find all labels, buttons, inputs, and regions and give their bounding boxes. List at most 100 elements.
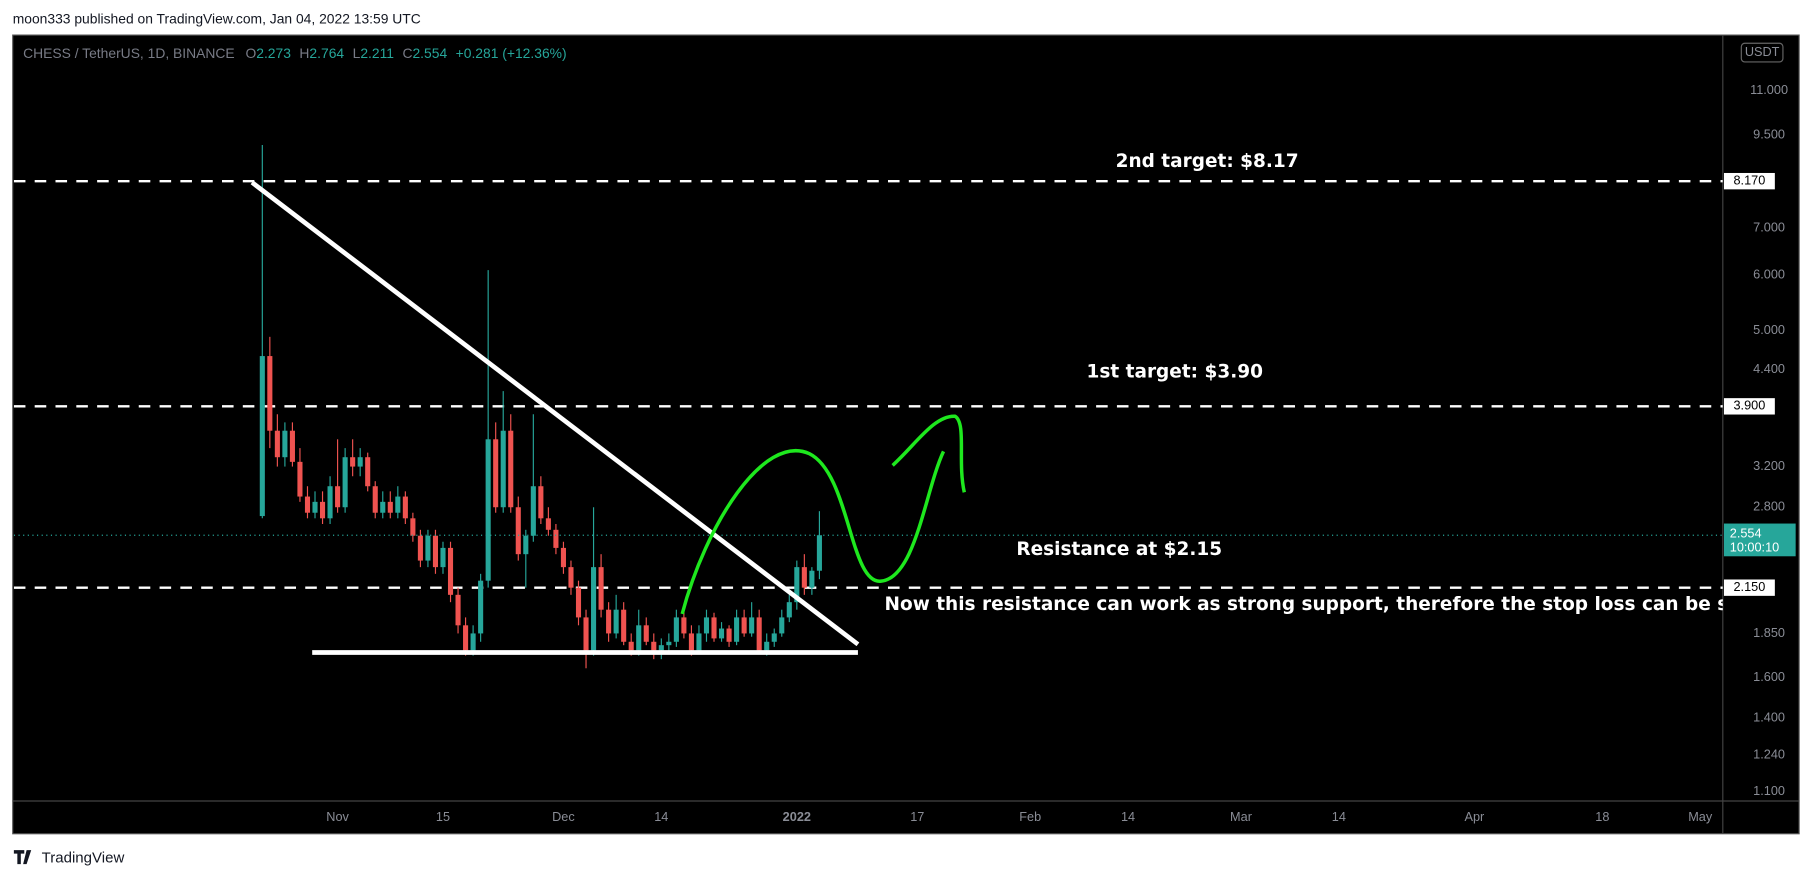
candle-body [387, 501, 393, 513]
annotation: 2nd target: $8.17 [1116, 151, 1299, 172]
y-tick-label: 5.000 [1753, 322, 1785, 337]
annotation: Now this resistance can work as strong s… [885, 594, 1813, 615]
candle-body [289, 430, 295, 462]
level-label-box [1723, 398, 1775, 415]
y-tick-label: 2.800 [1753, 499, 1785, 514]
level-label: 8.170 [1734, 172, 1766, 187]
x-tick-label: 14 [1121, 809, 1135, 824]
y-tick-label: 11.000 [1750, 82, 1788, 97]
candle-body [734, 617, 740, 642]
candle-body [816, 535, 822, 571]
candle-body [771, 633, 777, 642]
candle-body [560, 547, 566, 568]
candle-body [636, 625, 642, 651]
candle-body [553, 529, 559, 548]
candle-body [267, 356, 273, 431]
candle-body [749, 617, 755, 634]
candle-body [696, 633, 702, 651]
candle-body [312, 501, 318, 513]
y-tick-label: 3.200 [1753, 458, 1785, 473]
candle-body [726, 628, 732, 642]
candle-body [741, 617, 747, 634]
y-tick-label: 1.400 [1753, 710, 1785, 725]
legend-value: 2.273 [256, 44, 291, 60]
footer: TradingView [42, 849, 125, 866]
candle-body [764, 641, 770, 651]
legend-key: O [245, 44, 256, 60]
symbol: CHESS / TetherUS, 1D, BINANCE [23, 44, 235, 60]
x-tick-label: May [1688, 809, 1713, 824]
legend-key: H [299, 44, 309, 60]
y-tick-label: 9.500 [1753, 127, 1785, 142]
annotation-clip: Now this resistance can work as strong s… [885, 594, 1813, 615]
level-label-box [1723, 172, 1775, 190]
candle-body [432, 535, 439, 568]
x-tick-label: 18 [1595, 809, 1609, 824]
candle-body [500, 430, 506, 508]
plot-area [13, 145, 1723, 669]
candle-body [591, 567, 597, 651]
x-tick-label: Feb [1019, 809, 1041, 824]
x-tick-label: Nov [326, 809, 349, 824]
candle-body [809, 570, 815, 588]
candle-body [425, 535, 431, 561]
y-tick-label: 6.000 [1753, 266, 1785, 281]
candle-body [718, 628, 725, 639]
legend-value: 2.554 [412, 44, 447, 60]
symbol-legend: CHESS / TetherUS, 1D, BINANCE O2.273 H 2.… [23, 44, 566, 60]
candle-body [357, 457, 363, 467]
level-label-box [1723, 579, 1775, 596]
level-label: 3.900 [1734, 398, 1766, 413]
candle-body [463, 625, 469, 651]
candle-body [380, 501, 386, 513]
candle-body [470, 633, 476, 651]
candle-body [342, 457, 348, 508]
candle-body [575, 587, 582, 618]
x-tick-label: 15 [436, 809, 450, 824]
candle-body [613, 609, 619, 634]
legend-change: +0.281 (+12.36%) [456, 44, 567, 60]
candle-body [703, 617, 710, 634]
candle-body [282, 430, 288, 458]
candle-body [478, 580, 484, 634]
candle-body [688, 633, 694, 651]
annotation: Resistance at $2.15 [1016, 539, 1222, 560]
x-tick-label: Dec [552, 809, 575, 824]
candle-body [643, 625, 649, 642]
candle-body [417, 535, 423, 561]
x-tick-label: 2022 [783, 809, 811, 824]
candle-body [538, 486, 544, 519]
candle-body [259, 356, 265, 517]
x-tick-label: 14 [1332, 809, 1346, 824]
candle-body [365, 457, 371, 487]
candle-body [440, 547, 446, 568]
candle-body [779, 617, 785, 634]
chart-frame [12, 34, 1800, 835]
candle-body [681, 617, 687, 634]
legend-key: L [353, 44, 361, 60]
candle-body [402, 496, 408, 519]
last-price-box [1723, 523, 1796, 557]
candle-body [304, 496, 311, 513]
currency: USDT [1745, 44, 1780, 59]
candle-body [801, 567, 807, 588]
y-tick-label: 1.100 [1753, 783, 1785, 798]
candle-body [335, 486, 341, 508]
x-tick-label: Apr [1464, 809, 1485, 824]
candle-body [297, 461, 303, 497]
candle-body [319, 501, 326, 519]
countdown: 10:00:10 [1730, 539, 1779, 554]
candle-body [621, 609, 627, 642]
candle-body [711, 617, 717, 639]
y-tick-label: 1.850 [1753, 625, 1785, 640]
candle-body [568, 567, 574, 588]
candle-body [545, 518, 551, 530]
candle-body [447, 547, 454, 595]
x-tick-label: 17 [910, 809, 924, 824]
projection-curve [680, 449, 946, 615]
candle-body [372, 486, 378, 513]
candle-body [658, 645, 664, 651]
candle-body [628, 641, 634, 651]
level-label: 2.150 [1734, 579, 1766, 594]
